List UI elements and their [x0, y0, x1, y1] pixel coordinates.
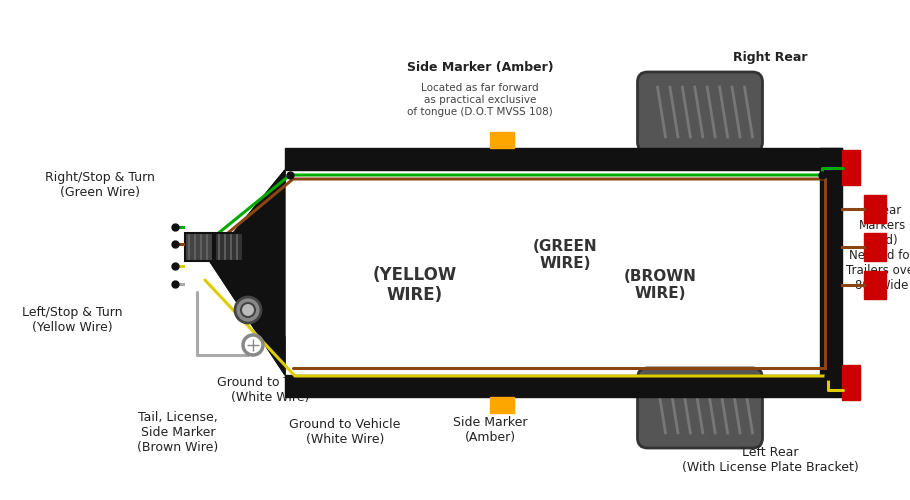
Polygon shape [210, 262, 285, 375]
Text: Right Rear: Right Rear [733, 52, 807, 64]
Circle shape [235, 297, 261, 323]
Bar [185, 233, 213, 261]
Bar [490, 132, 514, 148]
Bar [842, 365, 860, 400]
Bar [490, 397, 514, 413]
Bar [820, 148, 842, 375]
Text: Left Rear
(With License Plate Bracket): Left Rear (With License Plate Bracket) [682, 446, 858, 474]
Polygon shape [210, 170, 285, 262]
Bar [285, 375, 842, 397]
Text: Left/Stop & Turn
(Yellow Wire): Left/Stop & Turn (Yellow Wire) [22, 306, 122, 334]
Text: 3 Rear
Markers
(Red)
Needed for
Trailers over
80" Wide: 3 Rear Markers (Red) Needed for Trailers… [845, 204, 910, 292]
Circle shape [241, 303, 255, 317]
Bar [215, 233, 243, 261]
Bar [864, 233, 886, 261]
Text: Side Marker (Amber): Side Marker (Amber) [407, 62, 553, 74]
Text: (GREEN
WIRE): (GREEN WIRE) [532, 239, 597, 271]
Text: (BROWN
WIRE): (BROWN WIRE) [623, 269, 696, 301]
Text: Located as far forward
as practical exclusive
of tongue (D.O.T MVSS 108): Located as far forward as practical excl… [407, 84, 553, 116]
Bar [864, 271, 886, 299]
Text: (YELLOW
WIRE): (YELLOW WIRE) [373, 266, 457, 304]
Polygon shape [210, 170, 285, 375]
Text: Tail, License,
Side Marker
(Brown Wire): Tail, License, Side Marker (Brown Wire) [137, 410, 218, 454]
Text: Right/Stop & Turn
(Green Wire): Right/Stop & Turn (Green Wire) [46, 171, 155, 199]
Text: Side Marker
(Amber): Side Marker (Amber) [453, 416, 527, 444]
Bar [864, 195, 886, 223]
Text: Ground to Vehicle
(White Wire): Ground to Vehicle (White Wire) [289, 418, 400, 446]
Text: Ground to Trailer
(White Wire): Ground to Trailer (White Wire) [217, 376, 322, 404]
FancyBboxPatch shape [638, 368, 763, 448]
Bar [285, 148, 842, 170]
Bar [842, 150, 860, 185]
FancyBboxPatch shape [638, 72, 763, 152]
